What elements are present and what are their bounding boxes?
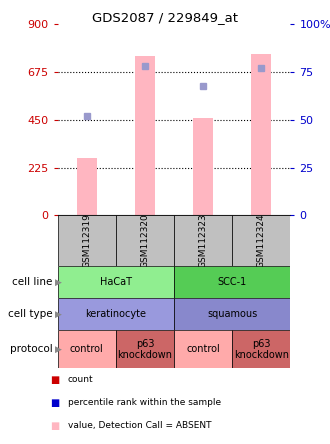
Bar bbox=[174, 298, 290, 330]
Text: HaCaT: HaCaT bbox=[100, 278, 132, 287]
Text: value, Detection Call = ABSENT: value, Detection Call = ABSENT bbox=[68, 421, 211, 430]
Bar bbox=[116, 215, 174, 266]
Text: cell line: cell line bbox=[13, 278, 53, 287]
Bar bbox=[58, 266, 174, 298]
Text: ▶: ▶ bbox=[55, 310, 62, 319]
Text: GSM112319: GSM112319 bbox=[82, 214, 91, 268]
Text: percentile rank within the sample: percentile rank within the sample bbox=[68, 398, 221, 407]
Text: squamous: squamous bbox=[207, 309, 257, 319]
Text: ■: ■ bbox=[50, 398, 59, 408]
Text: count: count bbox=[68, 375, 93, 384]
Bar bbox=[58, 330, 116, 368]
Text: SCC-1: SCC-1 bbox=[217, 278, 247, 287]
Bar bbox=[135, 56, 155, 215]
Bar bbox=[232, 330, 290, 368]
Text: GSM112323: GSM112323 bbox=[199, 214, 208, 268]
Bar bbox=[58, 298, 174, 330]
Bar bbox=[174, 215, 232, 266]
Text: ■: ■ bbox=[50, 421, 59, 431]
Text: GDS2087 / 229849_at: GDS2087 / 229849_at bbox=[92, 11, 238, 24]
Text: control: control bbox=[70, 344, 104, 354]
Bar bbox=[193, 118, 213, 215]
Bar bbox=[232, 215, 290, 266]
Bar bbox=[77, 158, 97, 215]
Bar bbox=[174, 330, 232, 368]
Text: p63
knockdown: p63 knockdown bbox=[234, 339, 289, 360]
Text: ▶: ▶ bbox=[55, 278, 62, 287]
Bar bbox=[116, 330, 174, 368]
Bar bbox=[174, 266, 290, 298]
Text: cell type: cell type bbox=[8, 309, 53, 319]
Text: ▶: ▶ bbox=[55, 345, 62, 354]
Text: keratinocyte: keratinocyte bbox=[85, 309, 147, 319]
Text: protocol: protocol bbox=[10, 344, 53, 354]
Text: ■: ■ bbox=[50, 375, 59, 385]
Bar bbox=[251, 54, 272, 215]
Text: p63
knockdown: p63 knockdown bbox=[117, 339, 173, 360]
Text: control: control bbox=[186, 344, 220, 354]
Bar bbox=[58, 215, 116, 266]
Text: GSM112324: GSM112324 bbox=[257, 214, 266, 268]
Text: GSM112320: GSM112320 bbox=[141, 214, 149, 268]
